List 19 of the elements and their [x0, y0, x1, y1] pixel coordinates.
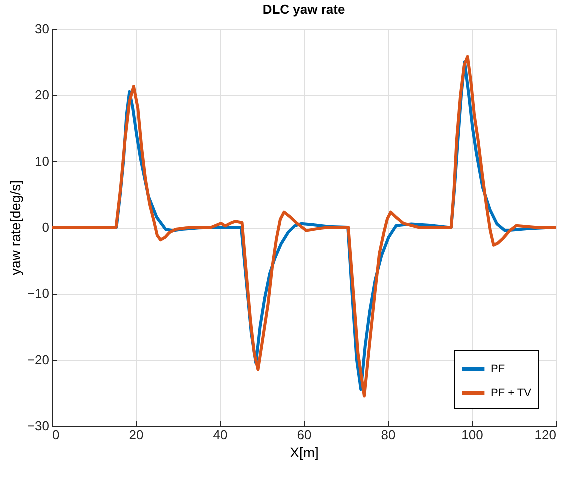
legend-label: PF + TV: [491, 388, 532, 400]
y-tick-label: −20: [27, 352, 50, 368]
chart-title: DLC yaw rate: [262, 2, 346, 17]
x-tick-label: 120: [534, 428, 556, 442]
y-axis-title: yaw rate[deg/s]: [7, 180, 24, 276]
y-tick-label: 10: [35, 154, 50, 169]
x-tick-label: 20: [129, 428, 144, 442]
x-tick-label: 80: [381, 428, 396, 442]
x-tick-label: 0: [52, 428, 60, 442]
y-tick-label: 30: [35, 22, 50, 36]
y-tick-label: 20: [35, 88, 50, 103]
x-tick-label: 60: [297, 428, 312, 442]
y-tick-label: 0: [42, 220, 50, 235]
y-tick-label: −30: [27, 418, 50, 434]
x-tick-label: 100: [462, 428, 484, 442]
x-axis-title: X[m]: [290, 444, 319, 460]
legend-label: PF: [491, 364, 506, 376]
y-tick-label: −10: [27, 286, 50, 302]
x-tick-label: 40: [213, 428, 228, 442]
